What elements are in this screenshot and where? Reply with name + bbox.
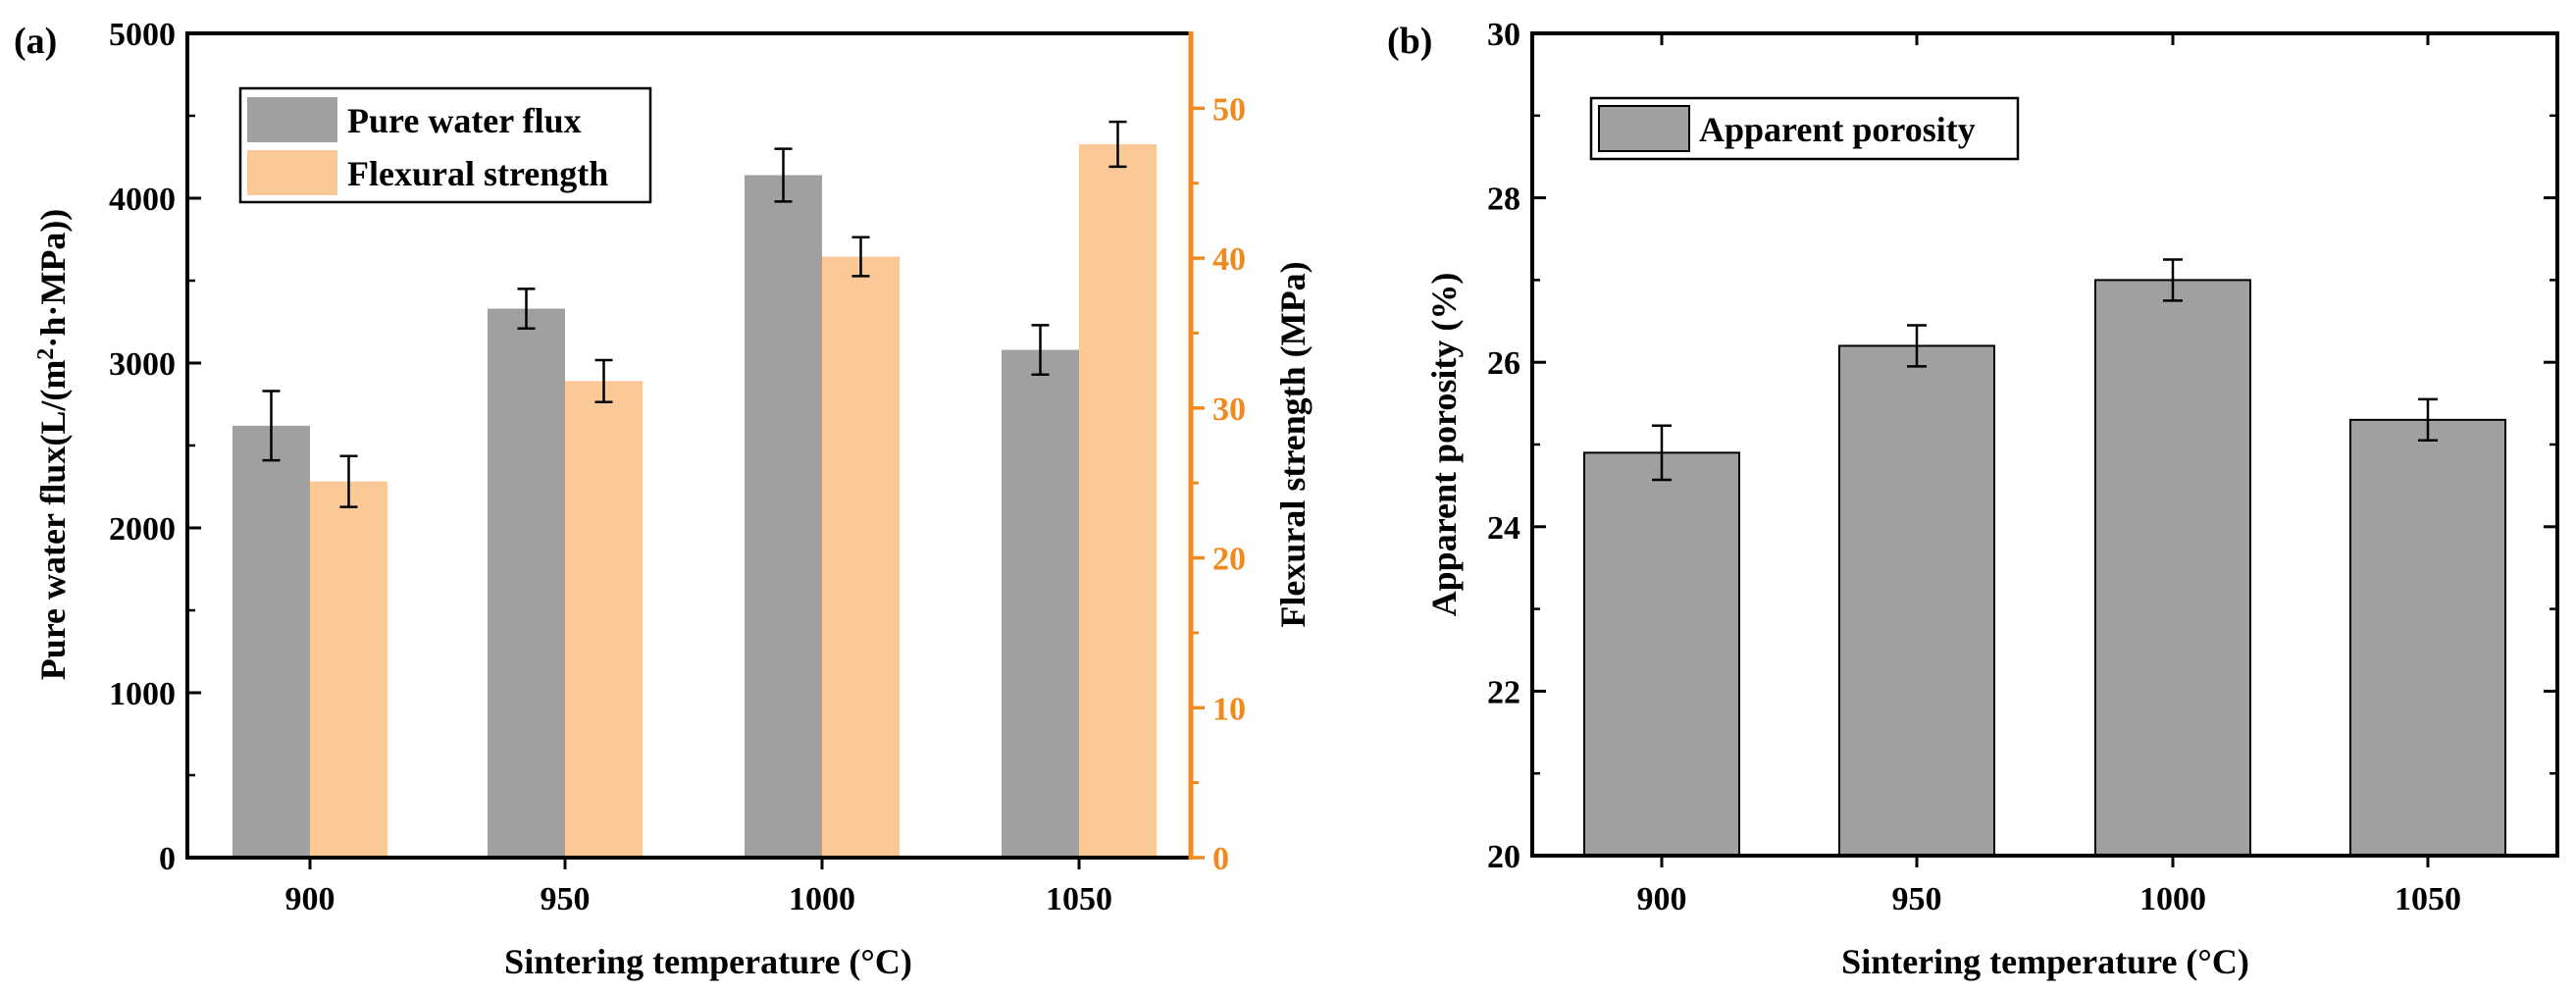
- right-tick-label-30: 30: [1212, 392, 1246, 428]
- left-tick-label-24: 24: [1487, 510, 1520, 547]
- left-tick-label-0: 0: [159, 841, 176, 877]
- error-bar-flexural-strength-900: [339, 454, 358, 508]
- panel-b-left-ticks: 20 22 24 26 28 30: [1487, 17, 1546, 875]
- bar-pure-water-flux-1050: [1002, 349, 1079, 858]
- x-tick-label-950: 950: [541, 881, 591, 917]
- left-tick-label-5000: 5000: [109, 17, 176, 53]
- bar-apparent-porosity-1000: [2094, 279, 2251, 857]
- right-tick-label-10: 10: [1212, 691, 1246, 727]
- panel-a-label: (a): [14, 21, 57, 62]
- error-bar-apparent-porosity-900: [1652, 424, 1672, 482]
- error-bar-apparent-porosity-1000: [2163, 258, 2183, 302]
- panel-a-left-ticks: 0 1000 2000 3000 4000 5000: [109, 17, 201, 877]
- right-tick-label-50: 50: [1212, 91, 1246, 128]
- left-tick-label-28: 28: [1487, 182, 1520, 218]
- bar-flexural-strength-950: [565, 381, 643, 858]
- bar-apparent-porosity-950: [1838, 344, 1995, 857]
- left-tick-label-30: 30: [1487, 17, 1520, 53]
- bar-pure-water-flux-900: [232, 425, 310, 858]
- x-tick-label-900: 900: [1637, 881, 1687, 917]
- x-tick-label-900: 900: [285, 881, 335, 917]
- panel-b-chart: (b) 20 22 24 26 28 30 900 950 1000 1050 Sinterin…: [1387, 17, 2559, 981]
- error-bar-pure-water-flux-950: [517, 288, 536, 330]
- right-tick-label-20: 20: [1212, 542, 1246, 578]
- left-tick-label-22: 22: [1487, 674, 1520, 710]
- legend-label-flexural-strength: Flexural strength: [347, 154, 608, 193]
- error-bar-flexural-strength-1000: [851, 235, 870, 278]
- legend-swatch-apparent-porosity: [1598, 105, 1690, 152]
- legend-label-pure-water-flux: Pure water flux: [347, 101, 582, 140]
- left-tick-label-20: 20: [1487, 839, 1520, 875]
- right-tick-label-0: 0: [1212, 841, 1229, 877]
- legend-swatch-pure-water-flux: [247, 97, 337, 142]
- error-bar-pure-water-flux-1000: [774, 147, 793, 203]
- bar-apparent-porosity-1050: [2349, 418, 2506, 857]
- bar-pure-water-flux-950: [488, 308, 565, 858]
- x-tick-label-1050: 1050: [2395, 881, 2461, 917]
- error-bar-pure-water-flux-1050: [1031, 324, 1050, 377]
- right-tick-label-40: 40: [1212, 241, 1246, 278]
- panel-b-legend: Apparent porosity: [1589, 96, 2020, 161]
- bar-flexural-strength-1000: [822, 256, 900, 859]
- panel-b-right-ticks: [2544, 31, 2557, 858]
- panel-a-y-axis-title: Pure water flux(L/(m2·h·MPa)): [33, 209, 73, 681]
- bar-flexural-strength-900: [310, 481, 387, 858]
- left-tick-label-1000: 1000: [109, 676, 176, 712]
- panel-a-y2-axis-title: Flexural strength (MPa): [1273, 261, 1313, 627]
- bar-flexural-strength-1050: [1079, 144, 1157, 858]
- error-bar-pure-water-flux-900: [262, 390, 281, 462]
- left-tick-label-26: 26: [1487, 345, 1520, 382]
- left-tick-label-3000: 3000: [109, 346, 176, 383]
- panel-b-x-ticks: 900 950 1000 1050: [1637, 33, 2461, 917]
- panel-a-legend: Pure water flux Flexural strength: [238, 86, 652, 204]
- panel-a-error-bars: [262, 120, 1127, 508]
- legend-swatch-flexural-strength: [247, 150, 337, 195]
- error-bar-flexural-strength-950: [594, 358, 613, 403]
- x-tick-label-1050: 1050: [1046, 881, 1112, 917]
- x-tick-label-950: 950: [1892, 881, 1942, 917]
- panel-b-error-bars: [1652, 258, 2438, 482]
- error-bar-apparent-porosity-950: [1907, 324, 1927, 368]
- panel-a-right-ticks: 0 10 20 30 40 50: [1191, 91, 1246, 877]
- left-tick-label-2000: 2000: [109, 511, 176, 548]
- bar-pure-water-flux-1000: [745, 175, 822, 859]
- panel-a-x-axis-title: Sintering temperature (°C): [504, 942, 912, 981]
- legend-label-apparent-porosity: Apparent porosity: [1699, 110, 1976, 149]
- panel-a-bars: [232, 144, 1157, 859]
- panel-a-chart: (a) 0 1000 2000 3000 4000 5000 0 10 20 30 40 50 90…: [14, 17, 1313, 981]
- error-bar-flexural-strength-1050: [1108, 120, 1127, 169]
- left-tick-label-4000: 4000: [109, 182, 176, 218]
- error-bar-apparent-porosity-1050: [2418, 397, 2438, 443]
- panel-b-bars: [1583, 279, 2506, 857]
- x-tick-label-1000: 1000: [789, 881, 855, 917]
- panel-a-x-ticks: 900 950 1000 1050: [285, 858, 1112, 917]
- bar-apparent-porosity-900: [1583, 451, 1740, 857]
- panel-b-x-axis-title: Sintering temperature (°C): [1841, 942, 2249, 981]
- x-tick-label-1000: 1000: [2139, 881, 2206, 917]
- panel-b-label: (b): [1387, 21, 1432, 62]
- panel-b-y-axis-title: Apparent porosity (%): [1424, 273, 1464, 617]
